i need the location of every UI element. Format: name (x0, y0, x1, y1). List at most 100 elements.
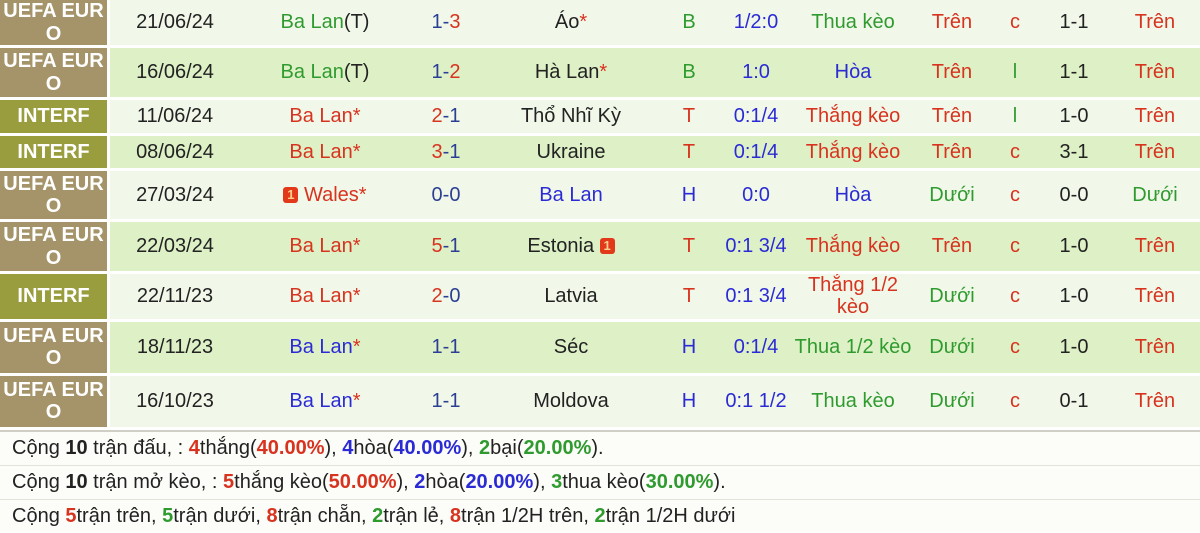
home-team-cell: Ba Lan* (240, 136, 410, 171)
halftime-over-under-value: Trên (1134, 61, 1176, 84)
summary-text-segment: trận trên, (76, 504, 163, 527)
over-under-value: Trên (931, 61, 973, 84)
over-under-cell: Trên (912, 48, 992, 100)
summary-text-segment: trận chẵn, (277, 504, 373, 527)
halftime-over-under-cell: Trên (1110, 136, 1200, 171)
handicap-value: 1/2:0 (733, 11, 779, 34)
home-team-cell: Ba Lan(T) (240, 48, 410, 100)
home-team-name: Ba Lan (289, 285, 353, 308)
red-card-icon: 1 (599, 238, 615, 255)
away-team-cell: Latvia (482, 274, 660, 322)
result-letter: B (682, 61, 696, 84)
home-team-cell: Ba Lan(T) (240, 0, 410, 48)
halftime-over-under-value: Trên (1134, 235, 1176, 258)
favorite-star-icon: * (599, 61, 608, 84)
result-letter-cell: H (660, 321, 718, 376)
odds-result-cell: Hòa (794, 171, 912, 222)
score-dash: - (442, 140, 450, 163)
competition-cell: INTERF (0, 136, 110, 171)
home-goals: 3 (431, 140, 443, 163)
home-team-name: Ba Lan (280, 61, 344, 84)
summary-text-segment: 5 (223, 470, 235, 493)
home-goals: 1 (431, 61, 443, 84)
fulltime-score-cell: 1-1 (410, 321, 482, 376)
result-letter-cell: H (660, 171, 718, 222)
summary-text-segment: Cộng (12, 504, 66, 527)
away-goals: 1 (449, 235, 461, 258)
halftime-over-under-cell: Trên (1110, 321, 1200, 376)
summary-text-segment: 20.00% (523, 436, 592, 459)
odds-result-cell: Thắng 1/2 kèo (794, 274, 912, 322)
home-team-cell: Ba Lan* (240, 375, 410, 430)
match-history-table: UEFA EURO 21/06/24 Ba Lan(T) 1-3 Áo* B 1/2:0 Th… (0, 0, 1200, 430)
over-under-cell: Trên (912, 0, 992, 48)
summary-text-segment: 2 (479, 436, 491, 459)
away-team-name: Latvia (544, 285, 598, 308)
halftime-score-cell: 3-1 (1038, 136, 1110, 171)
summary-text-segment: ), (324, 436, 343, 459)
handicap-cell: 1:0 (718, 48, 794, 100)
halftime-over-under-value: Dưới (1132, 183, 1178, 206)
summary-text-segment: trận lẻ, (383, 504, 450, 527)
away-team-cell: Estonia 1 (482, 222, 660, 274)
score-dash: - (442, 183, 450, 206)
halftime-score-cell: 1-1 (1038, 0, 1110, 48)
date-cell: 27/03/24 (110, 171, 240, 222)
summary-text-segment: trận 1/2H trên, (461, 504, 595, 527)
date-cell: 18/11/23 (110, 321, 240, 376)
summary-text-segment: 40.00% (256, 436, 325, 459)
neutral-ground-tag: (T) (343, 11, 370, 34)
summary-text-segment: 8 (449, 504, 462, 527)
home-team-cell: Ba Lan* (240, 274, 410, 322)
date-cell: 08/06/24 (110, 136, 240, 171)
result-letter-cell: H (660, 375, 718, 430)
result-letter-cell: T (660, 274, 718, 322)
even-odd-value: c (1010, 11, 1020, 34)
favorite-star-icon: * (352, 336, 361, 359)
handicap-cell: 0:1 3/4 (718, 274, 794, 322)
summary-text-segment: hòa( (353, 436, 394, 459)
odds-result: Thắng kèo (805, 140, 901, 163)
halftime-score: 3-1 (1059, 140, 1089, 163)
odds-result: Thua 1/2 kèo (794, 336, 912, 359)
over-under-value: Trên (931, 11, 973, 34)
odds-result: Thắng kèo (805, 105, 901, 128)
halftime-over-under-cell: Dưới (1110, 171, 1200, 222)
home-goals: 1 (431, 390, 443, 413)
fulltime-score-cell: 1-3 (410, 0, 482, 48)
halftime-over-under-value: Trên (1134, 11, 1176, 34)
competition-cell: UEFA EURO (0, 48, 110, 100)
home-team-cell: 1 Wales* (240, 171, 410, 222)
match-row: INTERF 08/06/24 Ba Lan* 3-1 Ukraine T 0:1/4 Thắ… (0, 136, 1200, 171)
even-odd-value: c (1010, 390, 1020, 413)
summary-text-segment: Cộng (12, 436, 66, 459)
halftime-over-under-cell: Trên (1110, 274, 1200, 322)
away-goals: 2 (449, 61, 461, 84)
handicap-value: 0:1 1/2 (725, 390, 787, 413)
odds-result: Thắng kèo (805, 235, 901, 258)
even-odd-cell: c (992, 0, 1038, 48)
even-odd-value: c (1010, 183, 1020, 206)
summary-text-segment: 5 (162, 504, 174, 527)
even-odd-value: l (1012, 105, 1018, 128)
summary-text-segment: 3 (551, 470, 563, 493)
date-cell: 22/11/23 (110, 274, 240, 322)
over-under-cell: Dưới (912, 171, 992, 222)
favorite-star-icon: * (352, 235, 361, 258)
home-team-name: Wales (303, 183, 359, 206)
away-team-name: Moldova (533, 390, 609, 413)
home-goals: 5 (431, 235, 443, 258)
over-under-value: Dưới (929, 336, 975, 359)
match-row: UEFA EURO 16/06/24 Ba Lan(T) 1-2 Hà Lan* B 1:0… (0, 48, 1200, 100)
handicap-cell: 0:0 (718, 171, 794, 222)
away-team-name: Estonia (527, 235, 595, 258)
even-odd-cell: c (992, 375, 1038, 430)
over-under-cell: Dưới (912, 321, 992, 376)
over-under-value: Trên (931, 140, 973, 163)
score-dash: - (442, 285, 450, 308)
away-goals: 1 (449, 140, 461, 163)
odds-result-cell: Thua kèo (794, 0, 912, 48)
away-goals: 0 (449, 285, 461, 308)
result-letter: T (682, 140, 696, 163)
halftime-over-under-cell: Trên (1110, 48, 1200, 100)
